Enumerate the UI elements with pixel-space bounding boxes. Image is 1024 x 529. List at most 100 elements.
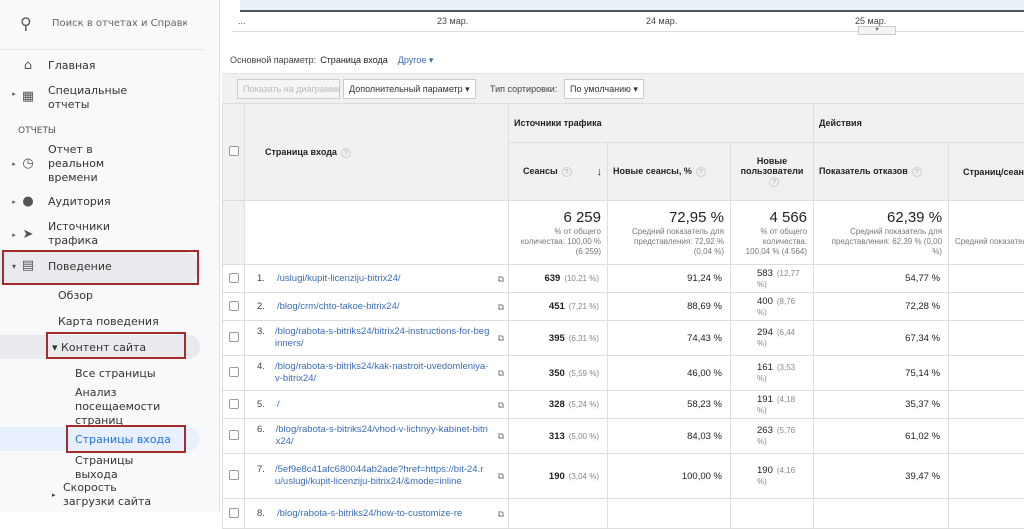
header-label: Сеансы <box>523 166 558 176</box>
sort-type-dropdown[interactable]: По умолчанию ▾ <box>564 79 644 99</box>
header-landing-page[interactable]: Страница входа? <box>245 104 509 201</box>
landing-page-link[interactable]: /blog/rabota-s-bitriks24/vhod-v-lichnyy-… <box>276 424 490 448</box>
landing-page-link[interactable]: /blog/rabota-s-bitriks24/bitrix24-instru… <box>275 326 490 350</box>
row-checkbox[interactable] <box>229 273 239 283</box>
pages-per-session-cell <box>949 321 1024 356</box>
open-external-icon[interactable]: ⧉ <box>498 399 504 411</box>
header-sessions[interactable]: Сеансы? ↓ <box>509 143 608 201</box>
nav-site-speed[interactable]: Скорость загрузки сайта <box>63 481 163 509</box>
new-users-value: 583 <box>757 268 773 279</box>
header-new-sessions[interactable]: Новые сеансы, %? <box>608 143 731 201</box>
row-index: 4. <box>257 361 275 385</box>
row-checkbox[interactable] <box>229 470 239 480</box>
timeline-chart <box>240 0 1024 12</box>
nav-landing-pages[interactable]: Страницы входа <box>75 433 171 447</box>
open-external-icon[interactable]: ⧉ <box>498 508 504 520</box>
primary-dimension-value[interactable]: Страница входа <box>320 55 388 65</box>
nav-custom-reports[interactable]: Специальные отчеты <box>48 84 138 112</box>
new-users-value: 294 <box>757 327 773 338</box>
select-all-cell <box>223 104 245 201</box>
row-index: 3. <box>257 326 275 350</box>
open-external-icon[interactable]: ⧉ <box>498 301 504 313</box>
total-sessions: 6 259% от общего количества: 100,00 % (6… <box>509 201 608 265</box>
nav-all-pages[interactable]: Все страницы <box>75 367 156 381</box>
chart-x-axis: ... 23 мар. 24 мар. 25 мар. <box>232 12 1024 32</box>
axis-tick: 25 мар. <box>855 16 886 26</box>
header-new-users[interactable]: Новые пользователи? <box>731 143 814 201</box>
help-icon[interactable]: ? <box>562 167 572 177</box>
nav-behavior-flow[interactable]: Карта поведения <box>58 315 159 329</box>
nav-site-content[interactable]: ▾ Контент сайта <box>52 341 146 355</box>
search-box[interactable]: ⚲ Поиск в отчетах и Справке <box>0 0 205 50</box>
nav-home[interactable]: Главная <box>48 59 96 73</box>
nav-realtime[interactable]: Отчет в реальном времени <box>48 143 118 185</box>
row-index: 5. <box>257 399 277 411</box>
new-users-cell: 400(8,76 %) <box>731 293 814 321</box>
landing-page-link[interactable]: /5ef9e8c41afc680044ab2ade?href=https://b… <box>275 464 490 488</box>
landing-page-link[interactable]: / <box>277 399 280 411</box>
row-select-cell <box>223 265 245 293</box>
group-acquisition: Источники трафика <box>509 104 814 143</box>
row-checkbox[interactable] <box>229 332 239 342</box>
row-checkbox[interactable] <box>229 399 239 409</box>
new-users-cell: 161(3,53 %) <box>731 356 814 391</box>
sessions-value: 451 <box>549 301 565 312</box>
landing-pages-table: Страница входа? Источники трафика Действ… <box>222 103 1024 529</box>
open-external-icon[interactable]: ⧉ <box>498 273 504 285</box>
landing-page-cell: 4./blog/rabota-s-bitriks24/kak-nastroit-… <box>245 356 509 391</box>
landing-page-link[interactable]: /blog/rabota-s-bitriks24/how-to-customiz… <box>277 508 462 520</box>
sessions-percent: (7,21 %) <box>569 302 599 311</box>
nav-content-drilldown[interactable]: Анализ посещаемости страниц <box>75 386 175 428</box>
open-external-icon[interactable]: ⧉ <box>498 430 504 442</box>
sort-desc-icon: ↓ <box>597 166 603 178</box>
row-index: 6. <box>257 424 276 448</box>
landing-page-link[interactable]: /blog/crm/chto-takoe-bitrix24/ <box>277 301 400 313</box>
nav-audience[interactable]: Аудитория <box>48 195 111 209</box>
acquisition-icon: ➤ <box>20 227 36 242</box>
header-bounce-rate[interactable]: Показатель отказов? <box>814 143 949 201</box>
help-icon[interactable]: ? <box>912 167 922 177</box>
select-all-checkbox[interactable] <box>229 146 239 156</box>
table-row: 2./blog/crm/chto-takoe-bitrix24/⧉451(7,2… <box>223 293 1024 321</box>
open-external-icon[interactable]: ⧉ <box>498 332 504 344</box>
table-row: 7./5ef9e8c41afc680044ab2ade?href=https:/… <box>223 454 1024 499</box>
row-checkbox[interactable] <box>229 508 239 518</box>
row-index: 1. <box>257 273 277 285</box>
plot-rows-button[interactable]: Показать на диаграмме <box>237 79 340 99</box>
new-users-cell: 191(4,18 %) <box>731 391 814 419</box>
total-sub: Средний показатель для представления <box>955 237 1024 247</box>
nav-exit-pages[interactable]: Страницы выхода <box>75 454 145 482</box>
person-icon: ● <box>20 194 36 209</box>
nav-acquisition[interactable]: Источники трафика <box>48 220 118 248</box>
nav-overview[interactable]: Обзор <box>58 289 93 303</box>
row-select-cell <box>223 293 245 321</box>
row-index: 7. <box>257 464 275 488</box>
help-icon[interactable]: ? <box>769 177 779 187</box>
sessions-cell: 190(3,04 %) <box>509 454 608 499</box>
new-users-value: 190 <box>757 465 773 476</box>
sessions-percent: (6,31 %) <box>569 334 599 343</box>
table-row: 3./blog/rabota-s-bitriks24/bitrix24-inst… <box>223 321 1024 356</box>
help-icon[interactable]: ? <box>341 148 351 158</box>
search-input[interactable]: Поиск в отчетах и Справке <box>52 18 187 29</box>
landing-page-link[interactable]: /uslugi/kupit-licenziju-bitrix24/ <box>277 273 401 285</box>
nav-behavior[interactable]: Поведение <box>48 260 112 274</box>
open-external-icon[interactable]: ⧉ <box>498 470 504 482</box>
new-users-value: 161 <box>757 362 773 373</box>
other-dimension-dropdown[interactable]: Другое ▾ <box>398 55 434 65</box>
open-external-icon[interactable]: ⧉ <box>498 367 504 379</box>
row-checkbox[interactable] <box>229 367 239 377</box>
chart-collapse-button[interactable]: ▼ <box>858 26 896 35</box>
row-checkbox[interactable] <box>229 430 239 440</box>
header-pages-per-session[interactable]: Страниц/сеанс <box>949 143 1024 201</box>
total-sub: Средний показатель для представления: 72… <box>614 227 724 257</box>
row-checkbox[interactable] <box>229 301 239 311</box>
table-row: 5./⧉328(5,24 %)58,23 %191(4,18 %)35,37 % <box>223 391 1024 419</box>
help-icon[interactable]: ? <box>696 167 706 177</box>
secondary-dimension-dropdown[interactable]: Дополнительный параметр ▾ <box>343 79 476 99</box>
behavior-icon: ▤ <box>20 258 36 273</box>
landing-page-link[interactable]: /blog/rabota-s-bitriks24/kak-nastroit-uv… <box>275 361 490 385</box>
total-sub: Средний показатель для представления: 62… <box>820 227 942 257</box>
table-row: 8./blog/rabota-s-bitriks24/how-to-custom… <box>223 499 1024 529</box>
